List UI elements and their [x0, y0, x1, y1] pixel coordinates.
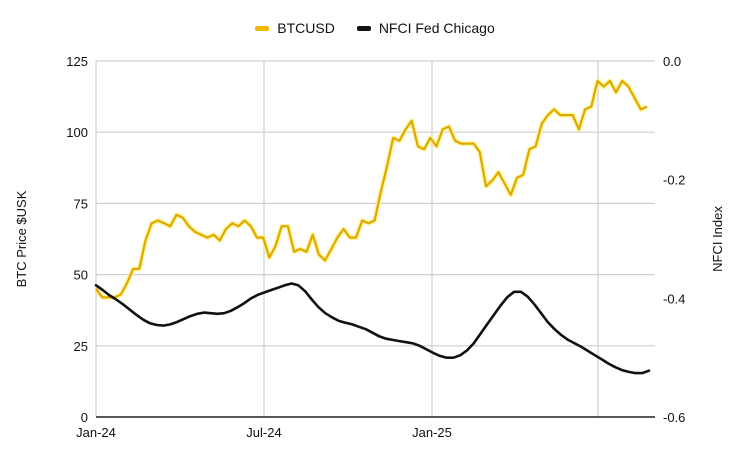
- left-tick-label: 50: [74, 268, 88, 283]
- x-tick-label: Jan-25: [412, 425, 452, 440]
- right-axis-ticks: 0.0 -0.2 -0.4 -0.6: [663, 54, 685, 425]
- legend-label-nfci: NFCI Fed Chicago: [378, 20, 495, 36]
- right-tick-label: 0.0: [663, 54, 681, 69]
- x-tick-label: Jul-24: [246, 425, 281, 440]
- right-tick-label: -0.4: [663, 291, 685, 306]
- btcusd-swatch-icon: [255, 25, 270, 31]
- legend-item-nfci[interactable]: NFCI Fed Chicago: [356, 20, 495, 36]
- nfci-line: [94, 282, 651, 375]
- left-tick-label: 100: [66, 125, 88, 140]
- btcusd-line-glow: [93, 78, 649, 300]
- legend-label-btcusd: BTCUSD: [277, 20, 335, 36]
- chart-legend: BTCUSD NFCI Fed Chicago: [0, 20, 750, 36]
- right-tick-label: -0.2: [663, 173, 685, 188]
- right-axis-title: NFCI Index: [710, 206, 725, 272]
- left-tick-label: 0: [81, 410, 88, 425]
- x-axis-ticks: Jan-24 Jul-24 Jan-25: [76, 425, 452, 440]
- right-tick-label: -0.6: [663, 410, 685, 425]
- nfci-swatch-icon: [356, 25, 371, 31]
- x-tick-label: Jan-24: [76, 425, 116, 440]
- left-tick-label: 75: [74, 196, 88, 211]
- legend-item-btcusd[interactable]: BTCUSD: [255, 20, 335, 36]
- left-tick-label: 25: [74, 339, 88, 354]
- left-axis-ticks: 0 25 50 75 100 125: [66, 54, 88, 425]
- left-axis-title: BTC Price $USK: [14, 190, 29, 287]
- btcusd-line: [95, 79, 648, 299]
- left-tick-label: 125: [66, 54, 88, 69]
